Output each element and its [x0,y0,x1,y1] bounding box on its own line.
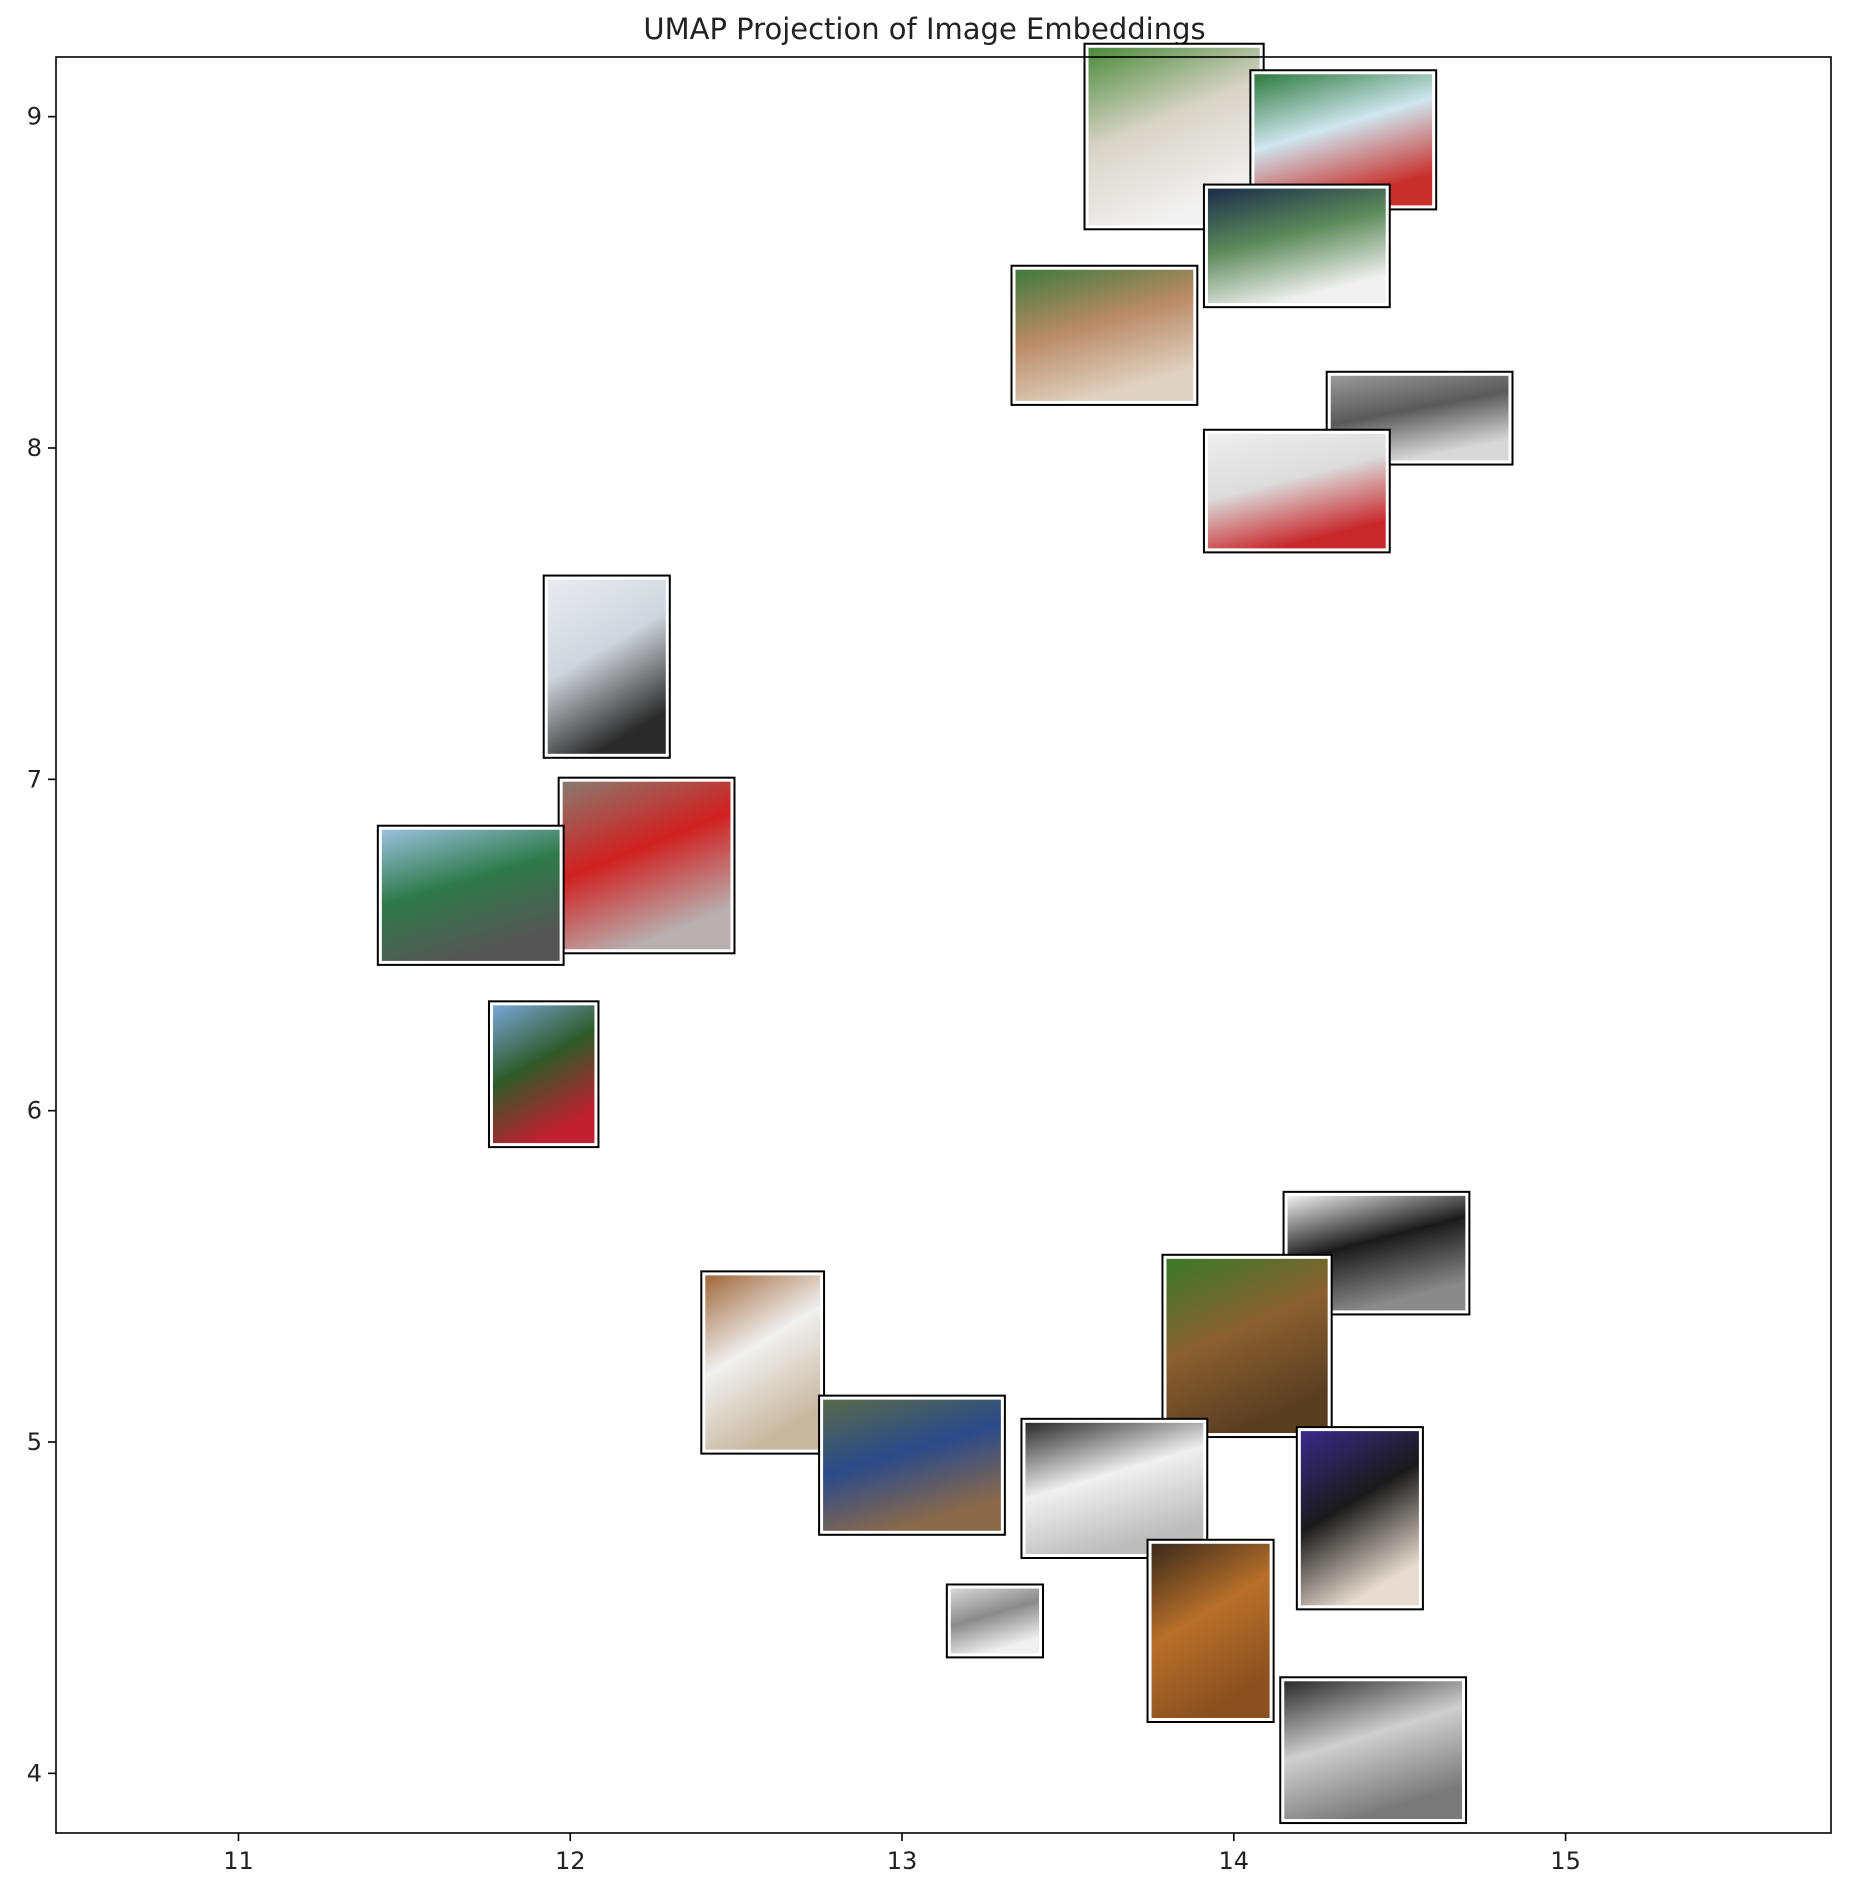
baseball-field-thumbnail [1010,264,1199,406]
stop-sign-thumbnail [487,1000,600,1149]
teddy-bears-photo [1151,1543,1270,1718]
woman-phone-thumbnail [1295,1426,1424,1611]
skier-thumbnail [1202,428,1391,554]
skier-photo [1207,433,1386,549]
x-tick-label: 15 [1550,1847,1581,1875]
red-double-decker-bus-thumbnail [557,776,736,955]
kitchen-photo [705,1275,821,1450]
plot-area-frame [55,56,1832,1834]
highway-signs-photo [381,829,560,961]
x-tick-label: 14 [1219,1847,1250,1875]
y-tick-label: 7 [27,765,42,793]
x-tick-label: 11 [223,1847,254,1875]
computer-desk-thumbnail [945,1583,1045,1659]
x-tick-label: 13 [887,1847,918,1875]
tennis-player-photo [1207,188,1386,304]
cat-on-laptop-photo [1025,1422,1204,1554]
cat-on-laptop-thumbnail [1020,1417,1209,1559]
kids-group-photo [1254,74,1433,206]
y-tick-label: 9 [27,103,42,131]
bedroom-photo [823,1399,1001,1531]
stop-sign-photo [492,1005,595,1144]
brown-bear-photo [1166,1258,1328,1434]
sandwich-plate-thumbnail [1279,1676,1468,1825]
bedroom-thumbnail [818,1394,1006,1536]
chart-title: UMAP Projection of Image Embeddings [643,12,1206,46]
y-tick-label: 4 [27,1759,42,1787]
highway-signs-thumbnail [376,824,565,966]
y-tick-label: 6 [27,1097,42,1125]
kitchen-thumbnail [700,1270,826,1455]
y-tick-label: 8 [27,434,42,462]
sandwich-plate-photo [1284,1681,1463,1820]
image-thumbnails-layer [376,42,1514,1825]
y-tick-label: 5 [27,1428,42,1456]
teddy-bears-thumbnail [1146,1538,1275,1724]
bridge-airplanes-photo [547,579,666,754]
baseball-field-photo [1015,269,1194,401]
computer-desk-photo [950,1588,1040,1654]
tennis-player-thumbnail [1202,183,1391,309]
woman-phone-photo [1300,1431,1419,1606]
brown-bear-thumbnail [1161,1253,1333,1439]
x-tick-label: 12 [555,1847,586,1875]
red-double-decker-bus-photo [562,781,731,950]
bridge-airplanes-thumbnail [542,574,671,759]
axis-ticks-layer: 11 12 13 14 15 4 5 6 7 8 9 [27,103,1581,1875]
